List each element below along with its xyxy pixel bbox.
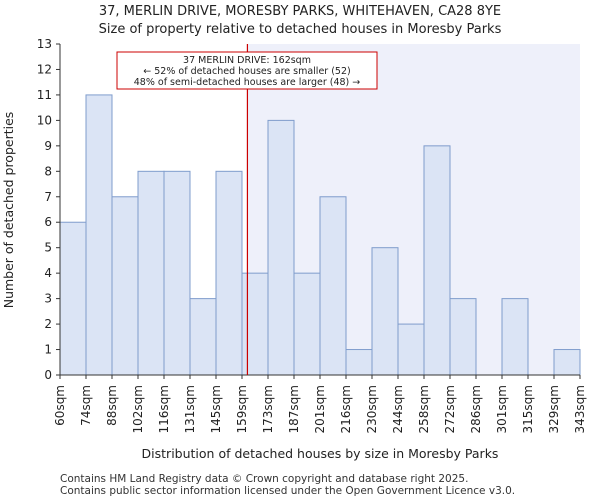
histogram-bar (449, 298, 477, 376)
x-tick-label: 272sqm (443, 385, 457, 433)
y-tick-label: 7 (44, 190, 52, 204)
x-tick-label: 173sqm (261, 385, 275, 433)
histogram-bar (371, 247, 399, 376)
x-tick-label: 286sqm (469, 385, 483, 433)
x-tick-label: 60sqm (53, 385, 67, 426)
histogram-bar (267, 119, 295, 376)
histogram-bar (501, 298, 529, 376)
histogram-bar (59, 221, 87, 376)
y-tick-label: 1 (44, 343, 52, 357)
y-tick-label: 9 (44, 139, 52, 153)
x-tick-label: 187sqm (287, 385, 301, 433)
footer-licence: Contains public sector information licen… (60, 485, 516, 497)
histogram-bar (215, 170, 243, 376)
histogram-bar (423, 145, 451, 376)
y-tick-label: 3 (44, 292, 52, 306)
x-tick-label: 258sqm (417, 385, 431, 433)
annotation-line-1: 37 MERLIN DRIVE: 162sqm (183, 55, 311, 66)
y-tick-label: 0 (44, 368, 52, 382)
x-tick-label: 159sqm (235, 385, 249, 433)
x-axis-label: Distribution of detached houses by size … (142, 446, 499, 461)
x-tick-label: 102sqm (131, 385, 145, 433)
x-tick-label: 315sqm (521, 385, 535, 433)
y-tick-label: 5 (44, 241, 52, 255)
x-tick-label: 329sqm (547, 385, 561, 433)
x-tick-label: 244sqm (391, 385, 405, 433)
chart-title: 37, MERLIN DRIVE, MORESBY PARKS, WHITEHA… (98, 4, 502, 19)
histogram-bar (163, 170, 191, 376)
histogram-bar (241, 272, 269, 376)
y-tick-label: 13 (37, 37, 52, 51)
x-tick-label: 343sqm (573, 385, 587, 433)
x-tick-label: 216sqm (339, 385, 353, 433)
x-tick-label: 131sqm (183, 385, 197, 433)
annotation-line-3: 48% of semi-detached houses are larger (… (134, 77, 361, 88)
histogram-bar (345, 349, 373, 376)
annotation-line-2: ← 52% of detached houses are smaller (52… (143, 66, 350, 77)
histogram-bar (111, 196, 139, 376)
y-tick-label: 10 (37, 113, 52, 127)
x-tick-label: 301sqm (495, 385, 509, 433)
histogram-bar (397, 323, 425, 376)
y-axis-label: Number of detached properties (1, 112, 16, 309)
x-tick-label: 116sqm (157, 385, 171, 433)
x-tick-label: 230sqm (365, 385, 379, 433)
chart-subtitle: Size of property relative to detached ho… (98, 22, 502, 37)
x-tick-label: 74sqm (79, 385, 93, 426)
y-tick-label: 6 (44, 215, 52, 229)
annotation-box (116, 51, 378, 90)
histogram-bar (85, 94, 113, 376)
x-tick-label: 88sqm (105, 385, 119, 426)
y-tick-label: 11 (37, 88, 52, 102)
histogram-bar (553, 349, 581, 376)
footer-copyright: Contains HM Land Registry data © Crown c… (60, 473, 469, 485)
y-tick-label: 2 (44, 317, 52, 331)
y-tick-label: 12 (37, 62, 52, 76)
histogram-bar (137, 170, 165, 376)
histogram-bar (293, 272, 321, 376)
y-tick-label: 4 (44, 266, 52, 280)
histogram-bar (319, 196, 347, 376)
x-tick-label: 201sqm (313, 385, 327, 433)
y-tick-label: 8 (44, 164, 52, 178)
histogram-bar (189, 298, 217, 376)
x-tick-label: 145sqm (209, 385, 223, 433)
